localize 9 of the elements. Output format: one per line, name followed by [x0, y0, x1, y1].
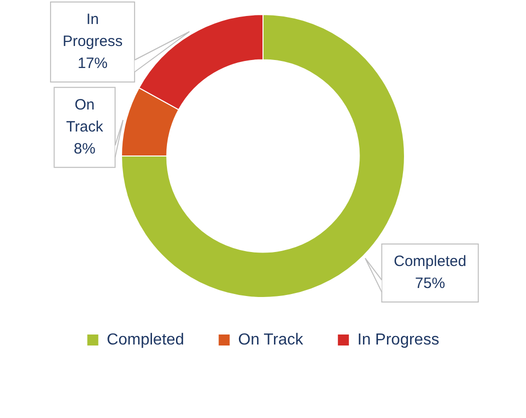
slice-label: Completed [394, 253, 466, 270]
data-label: 17% [78, 55, 108, 72]
legend-label: In Progress [357, 331, 440, 348]
legend-label: On Track [238, 331, 304, 348]
slice-label: On Track [66, 96, 104, 136]
legend-label: Completed [106, 331, 184, 348]
slice-label: In Progress [62, 11, 123, 50]
data-label: 75% [415, 275, 446, 292]
data-label: 8% [74, 140, 96, 158]
